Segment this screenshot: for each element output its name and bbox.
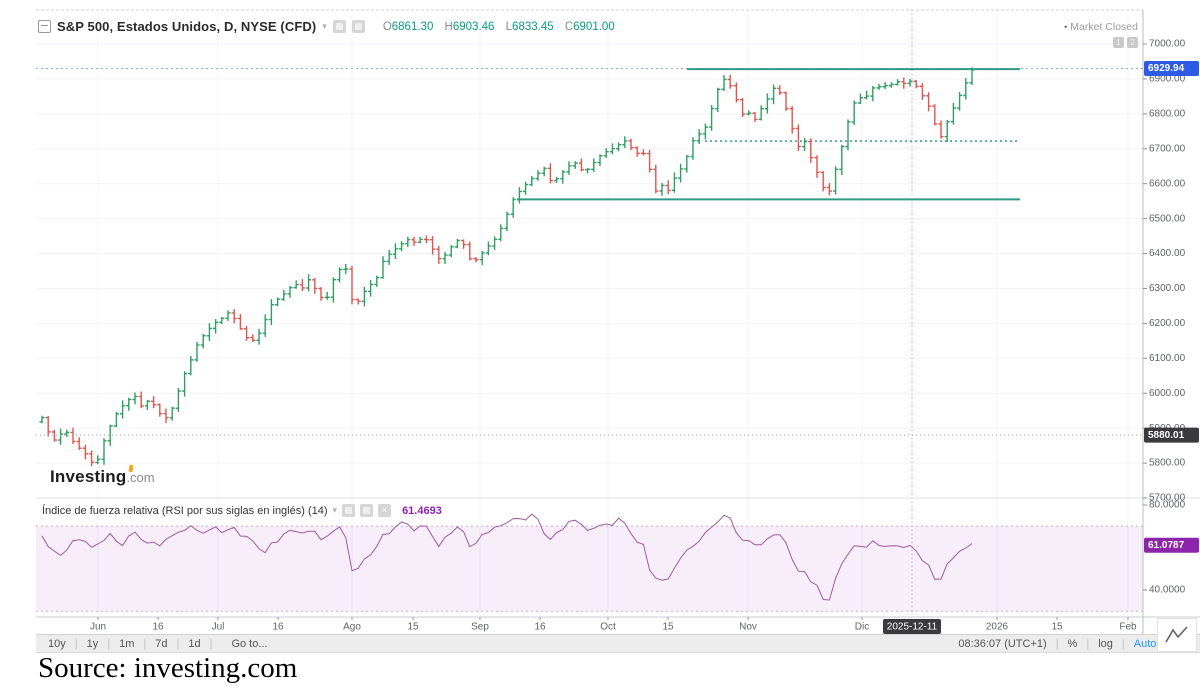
auto-scale-button[interactable]: Auto <box>1133 637 1157 650</box>
chart-line-icon <box>1165 626 1188 643</box>
low-value: 6833.45 <box>512 20 554 33</box>
separator: | <box>1121 637 1125 650</box>
svg-text:Ago: Ago <box>343 622 361 633</box>
svg-text:6100.00: 6100.00 <box>1149 353 1186 364</box>
svg-text:7000.00: 7000.00 <box>1149 39 1186 50</box>
chart-header: S&P 500, Estados Unidos, D, NYSE (CFD) ▾… <box>38 19 615 34</box>
svg-text:6700.00: 6700.00 <box>1149 143 1186 154</box>
svg-text:5880.01: 5880.01 <box>1148 430 1185 441</box>
pane-button-1[interactable]: 1 <box>1113 37 1124 48</box>
close-label: C <box>564 20 574 33</box>
range-button-1y[interactable]: 1y <box>86 637 99 650</box>
market-status-area: • Market Closed 1 2 <box>1064 21 1138 48</box>
price-chart-canvas[interactable]: 7000.00 6900.00 6800.00 6700.00 6600.00 6500.… <box>0 0 1200 652</box>
bottom-toolbar: 10y | 1y | 1m | 7d | 1d | Go to... 08:36:07 (UTC… <box>36 634 1200 653</box>
high-label: H <box>444 20 453 33</box>
svg-text:16: 16 <box>272 622 284 633</box>
separator: | <box>1055 637 1059 650</box>
svg-text:6300.00: 6300.00 <box>1149 283 1186 294</box>
open-value: 6861.30 <box>391 20 434 33</box>
clock-label[interactable]: 08:36:07 (UTC+1) <box>958 637 1047 650</box>
percent-scale-button[interactable]: % <box>1067 637 1078 650</box>
svg-text:5700.00: 5700.00 <box>1149 493 1186 504</box>
ohlc-bars <box>39 67 975 467</box>
chevron-down-icon[interactable]: ▾ <box>332 505 338 515</box>
chart-quick-icon-2[interactable] <box>351 20 365 33</box>
svg-text:6200.00: 6200.00 <box>1149 318 1186 329</box>
status-dot-icon: • <box>1064 22 1068 32</box>
range-button-1d[interactable]: 1d <box>188 637 201 650</box>
svg-text:6600.00: 6600.00 <box>1149 178 1186 189</box>
svg-text:Dic: Dic <box>855 622 869 633</box>
high-value: 6903.46 <box>452 20 495 33</box>
rsi-close-icon[interactable]: × <box>378 504 392 517</box>
close-value: 6901.00 <box>573 20 615 33</box>
svg-text:15: 15 <box>407 622 419 633</box>
range-button-10y[interactable]: 10y <box>48 637 66 650</box>
svg-text:80.0000: 80.0000 <box>1149 500 1186 511</box>
svg-text:16: 16 <box>152 622 164 633</box>
symbol-title[interactable]: S&P 500, Estados Unidos, D, NYSE (CFD) <box>57 19 317 34</box>
svg-text:6800.00: 6800.00 <box>1149 108 1186 119</box>
market-status-label: Market Closed <box>1070 21 1138 33</box>
separator: | <box>143 637 147 650</box>
chart-quick-icon-1[interactable] <box>332 20 346 33</box>
separator: | <box>209 637 213 650</box>
log-scale-button[interactable]: log <box>1098 637 1113 650</box>
svg-text:2025-12-11: 2025-12-11 <box>887 622 938 633</box>
svg-text:5800.00: 5800.00 <box>1149 458 1186 469</box>
svg-text:61.0787: 61.0787 <box>1148 540 1185 551</box>
svg-text:6929.94: 6929.94 <box>1148 63 1185 74</box>
separator: | <box>74 637 78 650</box>
svg-text:15: 15 <box>1051 622 1063 633</box>
market-status: • Market Closed <box>1064 21 1138 33</box>
range-buttons: 10y | 1y | 1m | 7d | 1d <box>48 638 201 650</box>
rsi-expand-icon[interactable] <box>360 504 374 517</box>
svg-text:Sep: Sep <box>471 622 489 633</box>
range-button-7d[interactable]: 7d <box>155 637 168 650</box>
svg-text:40.0000: 40.0000 <box>1149 585 1186 596</box>
investing-logo-tld: .com <box>126 470 155 485</box>
svg-text:6400.00: 6400.00 <box>1149 248 1186 259</box>
rsi-value: 61.4693 <box>402 504 442 517</box>
separator: | <box>176 637 180 650</box>
svg-text:Feb: Feb <box>1119 622 1137 633</box>
investing-logo-text: Investing <box>50 467 127 486</box>
low-label: L <box>505 20 513 33</box>
svg-text:Nov: Nov <box>739 622 757 633</box>
svg-text:16: 16 <box>534 622 546 633</box>
svg-text:Jun: Jun <box>90 622 106 633</box>
chevron-down-icon[interactable]: ▾ <box>322 21 327 31</box>
svg-text:6000.00: 6000.00 <box>1149 388 1186 399</box>
svg-text:Oct: Oct <box>600 622 616 633</box>
svg-text:15: 15 <box>662 622 674 633</box>
rsi-header: Índice de fuerza relativa (RSI por sus s… <box>42 504 442 517</box>
goto-button[interactable]: Go to... <box>231 637 268 650</box>
separator: | <box>107 637 111 650</box>
svg-text:2026: 2026 <box>986 622 1009 633</box>
svg-text:Jul: Jul <box>212 622 225 633</box>
ohlc-readout: O6861.30 H6903.46 L6833.45 C6901.00 <box>375 21 615 33</box>
svg-text:6900.00: 6900.00 <box>1149 74 1186 85</box>
range-button-1m[interactable]: 1m <box>119 637 135 650</box>
svg-text:6500.00: 6500.00 <box>1149 213 1186 224</box>
rsi-settings-icon[interactable] <box>342 504 356 517</box>
separator: | <box>1086 637 1090 650</box>
collapse-pane-icon[interactable] <box>38 20 51 33</box>
rsi-title[interactable]: Índice de fuerza relativa (RSI por sus s… <box>42 504 328 517</box>
pane-button-2[interactable]: 2 <box>1127 37 1138 48</box>
investing-logo: Investing .com <box>50 464 155 487</box>
open-label: O <box>382 20 392 33</box>
corner-chart-widget[interactable] <box>1157 618 1197 652</box>
source-caption: Source: investing.com <box>38 652 298 684</box>
rsi-line <box>41 513 973 601</box>
